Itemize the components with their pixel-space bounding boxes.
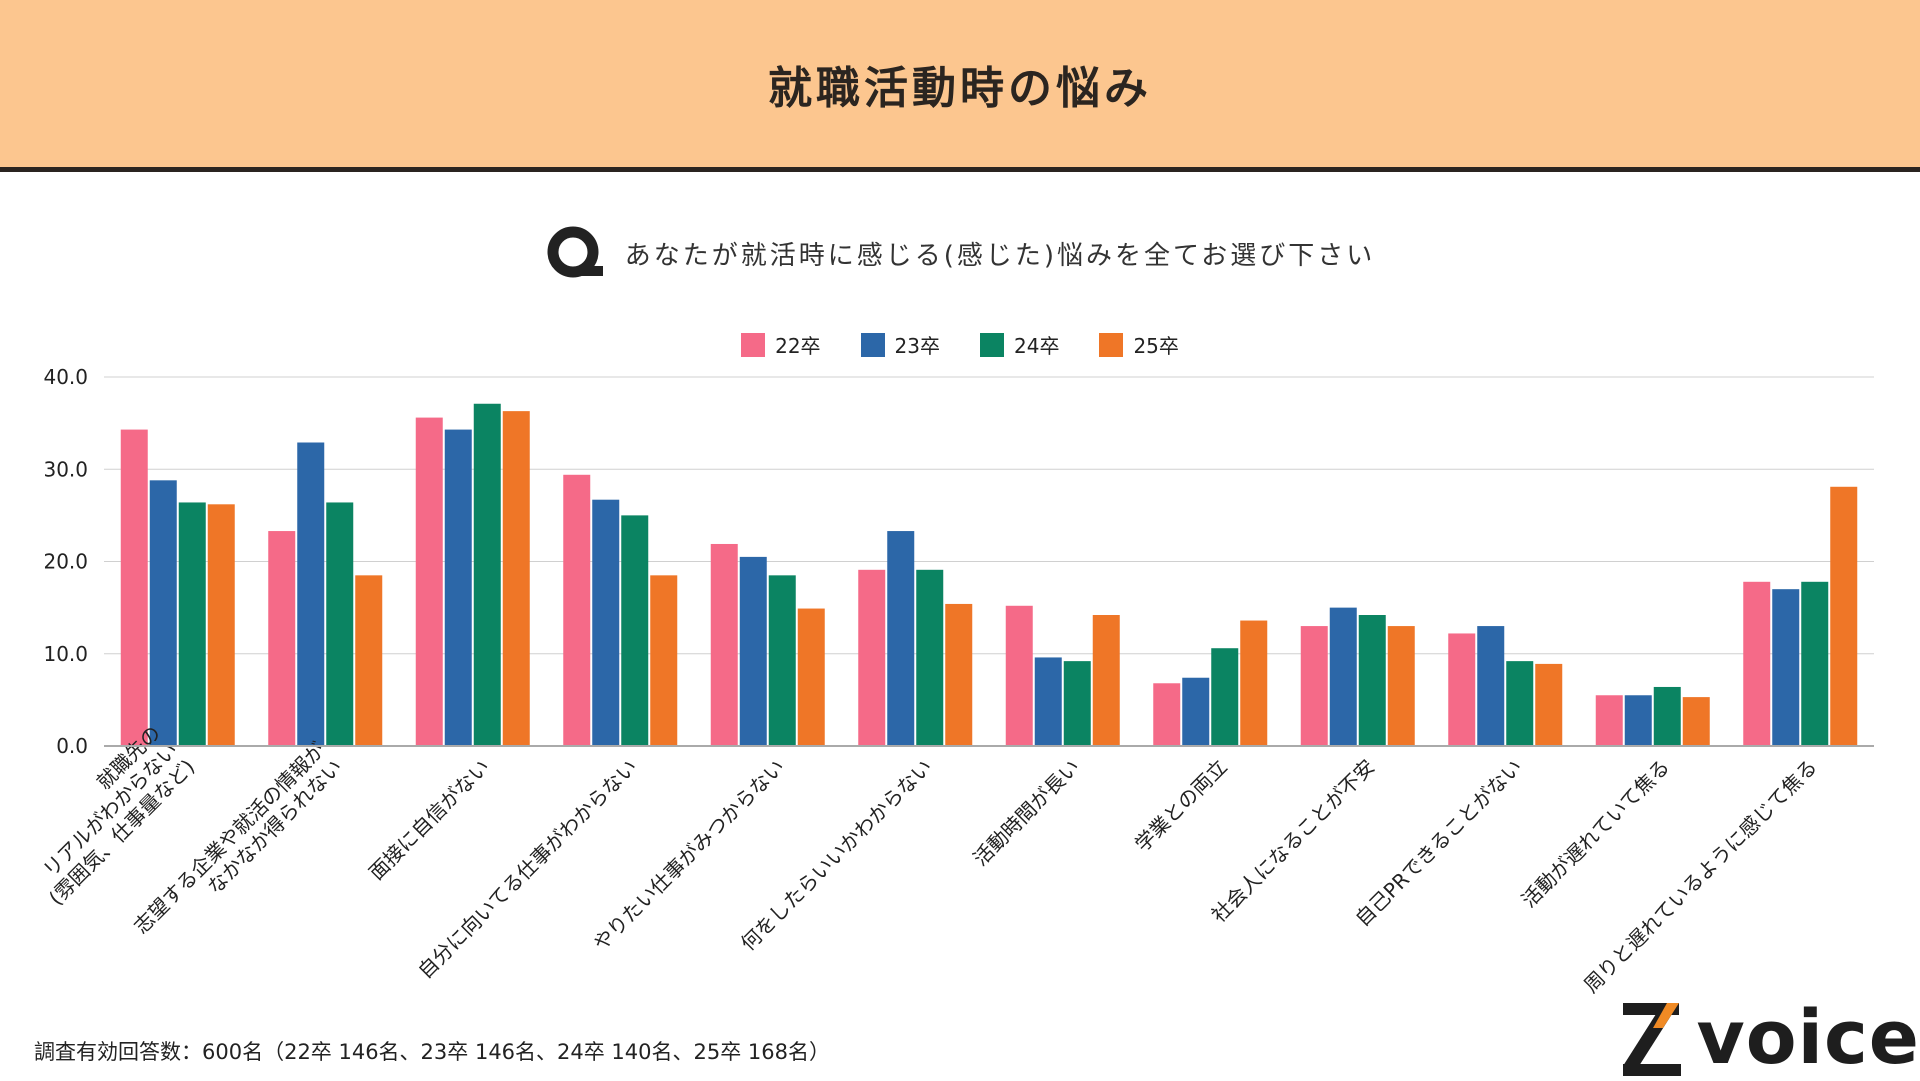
bar-23卒: [1330, 608, 1357, 746]
y-tick-label: 40.0: [43, 365, 88, 389]
y-tick-label: 30.0: [43, 457, 88, 481]
bar-25卒: [1683, 697, 1710, 746]
bar-25卒: [1240, 621, 1267, 746]
bar-22卒: [268, 531, 295, 746]
bar-24卒: [1359, 615, 1386, 746]
bar-22卒: [858, 570, 885, 746]
bar-25卒: [798, 609, 825, 746]
bar-22卒: [121, 430, 148, 746]
bar-24卒: [474, 404, 501, 746]
y-tick-label: 20.0: [43, 550, 88, 574]
bar-24卒: [769, 575, 796, 746]
bar-24卒: [1506, 661, 1533, 746]
bar-22卒: [1743, 582, 1770, 746]
bar-23卒: [297, 442, 324, 746]
bar-24卒: [916, 570, 943, 746]
footer-note: 調査有効回答数：600名（22卒 146名、23卒 146名、24卒 140名、…: [34, 1036, 830, 1066]
bar-22卒: [416, 418, 443, 746]
bar-23卒: [1035, 657, 1062, 746]
bar-23卒: [150, 480, 177, 746]
x-tick-label: 自己PRできることがない: [1350, 755, 1526, 931]
bar-23卒: [887, 531, 914, 746]
bar-25卒: [1388, 626, 1415, 746]
y-tick-label: 10.0: [43, 642, 88, 666]
y-tick-label: 0.0: [56, 734, 88, 758]
x-tick-label: 社会人になることが不安: [1207, 755, 1380, 928]
bar-24卒: [1064, 661, 1091, 746]
x-tick-label: 活動時間が長い: [968, 755, 1084, 871]
bar-25卒: [1535, 664, 1562, 746]
x-tick-label: 面接に自信がない: [364, 755, 494, 885]
bar-25卒: [355, 575, 382, 746]
bar-23卒: [1625, 695, 1652, 746]
x-tick-label: 学業との両立: [1130, 755, 1232, 857]
bar-23卒: [592, 500, 619, 746]
bar-23卒: [445, 430, 472, 746]
bar-25卒: [208, 504, 235, 746]
x-tick-label: 活動が遅れていて焦る: [1517, 755, 1675, 913]
bar-22卒: [1596, 695, 1623, 746]
bar-25卒: [503, 411, 530, 746]
bar-22卒: [1006, 606, 1033, 746]
bar-23卒: [1182, 678, 1209, 746]
x-tick-label: 周りと遅れているように感じて焦る: [1579, 755, 1822, 998]
bar-22卒: [711, 544, 738, 746]
bar-22卒: [563, 475, 590, 746]
bar-25卒: [1830, 487, 1857, 746]
logo-word: voice: [1697, 995, 1920, 1081]
bar-24卒: [1654, 687, 1681, 746]
bar-25卒: [1093, 615, 1120, 746]
bar-22卒: [1153, 683, 1180, 746]
bar-25卒: [650, 575, 677, 746]
bar-24卒: [621, 515, 648, 746]
bar-24卒: [1801, 582, 1828, 746]
bar-23卒: [1477, 626, 1504, 746]
bar-23卒: [740, 557, 767, 746]
bar-chart: 0.010.020.030.040.0就職先のリアルがわからない(雰囲気、仕事量…: [0, 0, 1920, 1030]
bar-23卒: [1772, 589, 1799, 746]
bar-22卒: [1301, 626, 1328, 746]
z-logo-mark: [1623, 998, 1683, 1078]
logo: voice: [1623, 995, 1920, 1081]
bar-24卒: [179, 502, 206, 746]
bar-22卒: [1448, 633, 1475, 746]
bar-25卒: [945, 604, 972, 746]
bar-24卒: [326, 502, 353, 746]
bar-24卒: [1211, 648, 1238, 746]
